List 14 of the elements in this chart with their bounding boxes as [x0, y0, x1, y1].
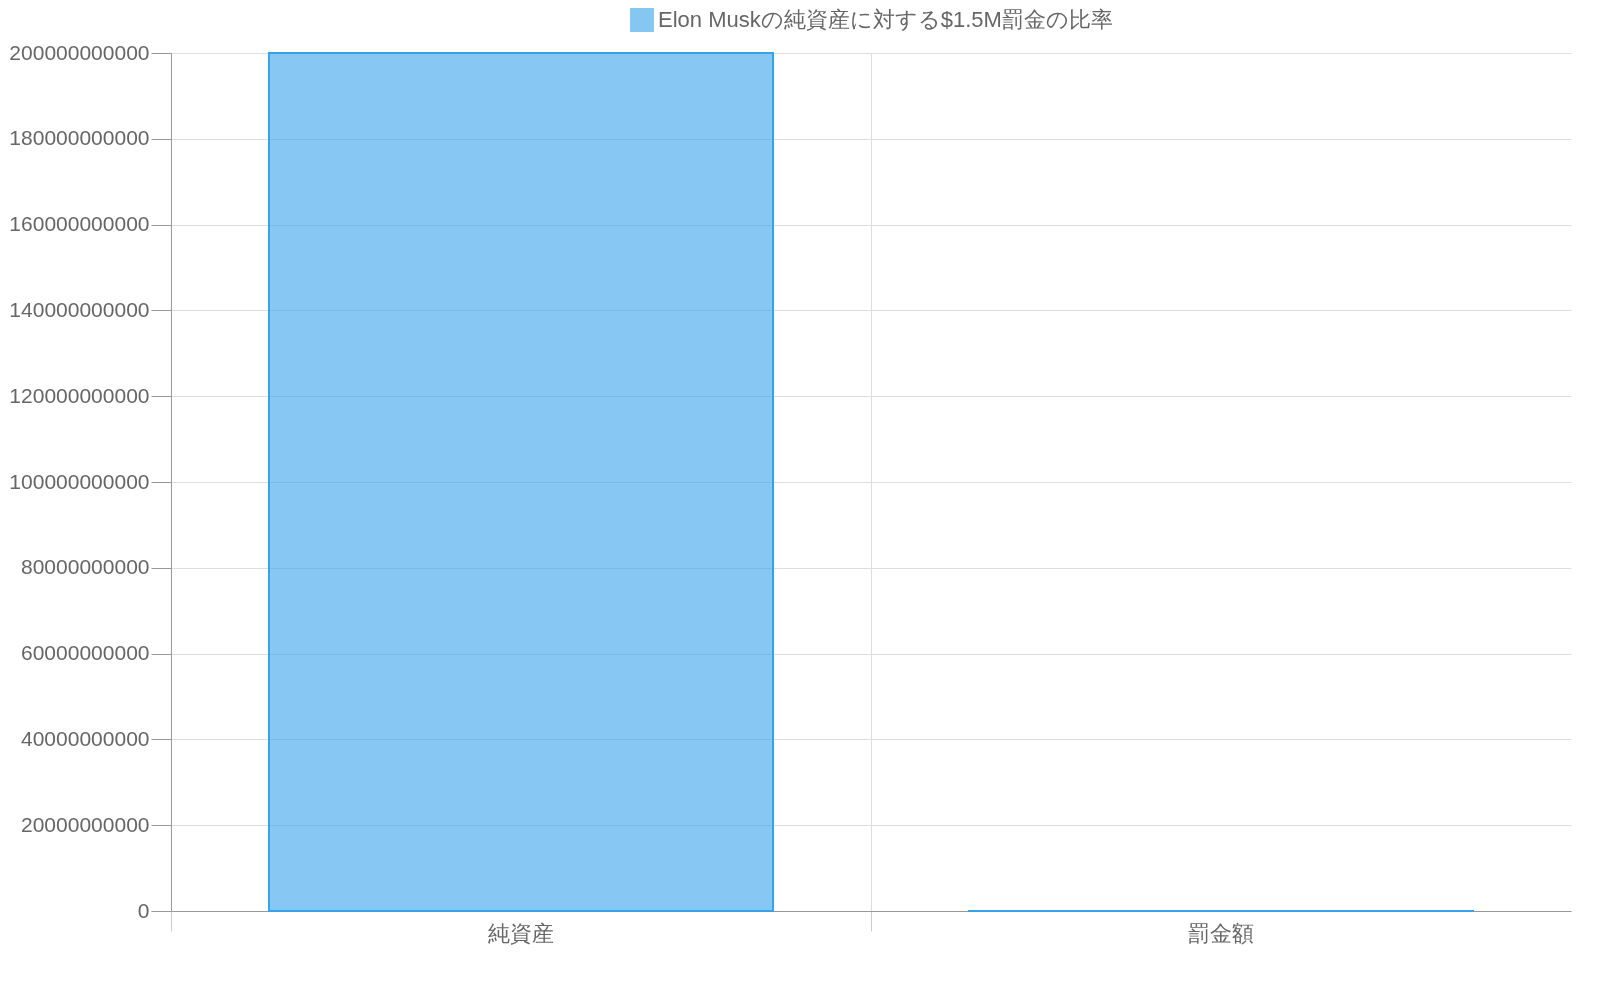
y-tick-label: 160000000000 [9, 212, 150, 236]
legend-label: Elon Muskの純資産に対する$1.5M罰金の比率 [658, 7, 1113, 32]
y-tick-label: 120000000000 [9, 383, 150, 407]
y-tick-label: 40000000000 [21, 726, 150, 750]
y-tick-label: 0 [137, 898, 150, 922]
y-tick-label: 180000000000 [9, 126, 150, 150]
y-tick-label: 200000000000 [9, 40, 150, 64]
y-tick-label: 20000000000 [21, 812, 150, 836]
y-tick-label: 80000000000 [21, 555, 150, 579]
y-tick-label: 140000000000 [9, 297, 150, 321]
y-tick-label: 100000000000 [9, 469, 150, 493]
x-tick-label: 罰金額 [1188, 920, 1254, 946]
y-tick-label: 60000000000 [21, 641, 150, 665]
x-tick-label: 純資産 [488, 920, 554, 946]
